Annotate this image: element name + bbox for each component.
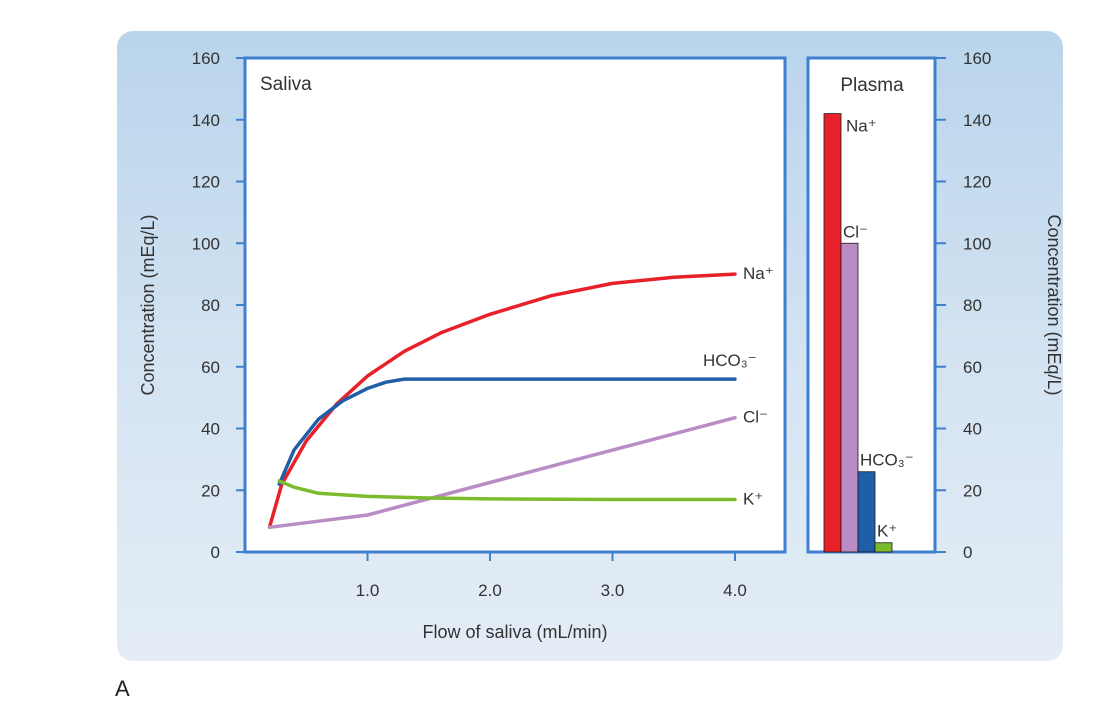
- series-label: HCO₃⁻: [703, 351, 757, 370]
- left-y-axis-label: Concentration (mEq/L): [138, 214, 158, 395]
- plasma-bar-label: Cl⁻: [843, 222, 868, 241]
- plasma-bars-group: Na⁺ Cl⁻ HCO₃⁻ K⁺: [823, 113, 914, 553]
- right-y-tick-label: 40: [963, 420, 982, 439]
- left-y-tick-label: 100: [192, 234, 220, 253]
- plasma-bar-label: K⁺: [877, 522, 897, 541]
- x-tick-label: 4.0: [723, 581, 747, 600]
- plasma-bar-label: Na⁺: [846, 117, 877, 136]
- right-y-tick-label: 0: [963, 543, 972, 562]
- plasma-bar: [840, 242, 859, 553]
- left-y-tick-label: 0: [211, 543, 220, 562]
- x-tick-label: 1.0: [356, 581, 380, 600]
- series-label: K⁺: [743, 490, 763, 509]
- left-y-tick-label: 80: [201, 296, 220, 315]
- right-y-tick-label: 60: [963, 358, 982, 377]
- plasma-bar: [874, 542, 893, 553]
- right-y-tick-label: 100: [963, 234, 991, 253]
- left-y-tick-label: 20: [201, 481, 220, 500]
- x-axis-label: Flow of saliva (mL/min): [422, 622, 607, 642]
- plasma-bar: [823, 113, 842, 553]
- series-label: Na⁺: [743, 264, 774, 283]
- plasma-bar: [857, 471, 876, 553]
- plasma-panel-title: Plasma: [840, 75, 904, 96]
- left-y-axis: 0 20 40 60 80 100 120 140 160: [192, 49, 245, 562]
- right-y-tick-label: 80: [963, 296, 982, 315]
- right-y-tick-label: 160: [963, 49, 991, 68]
- saliva-panel-title: Saliva: [260, 74, 312, 95]
- left-y-tick-label: 40: [201, 420, 220, 439]
- right-y-tick-label: 120: [963, 173, 991, 192]
- x-axis: 1.0 2.0 3.0 4.0: [356, 552, 747, 600]
- left-y-tick-label: 140: [192, 111, 220, 130]
- saliva-series-group: Na⁺ HCO₃⁻ Cl⁻ K⁺: [267, 264, 774, 530]
- left-y-tick-label: 160: [192, 49, 220, 68]
- right-y-axis-label: Concentration (mEq/L): [1044, 214, 1064, 395]
- plasma-bar-label: HCO₃⁻: [860, 451, 914, 470]
- right-y-axis: 0 20 40 60 80 100 120 140 160: [935, 49, 991, 562]
- left-y-tick-label: 60: [201, 358, 220, 377]
- series-line: [277, 479, 737, 502]
- figure-label: A: [115, 676, 130, 701]
- series-line: [267, 272, 737, 530]
- left-y-tick-label: 120: [192, 173, 220, 192]
- series-label: Cl⁻: [743, 408, 768, 427]
- x-tick-label: 2.0: [478, 581, 502, 600]
- x-tick-label: 3.0: [601, 581, 625, 600]
- series-line: [277, 377, 737, 486]
- right-y-tick-label: 20: [963, 481, 982, 500]
- right-y-tick-label: 140: [963, 111, 991, 130]
